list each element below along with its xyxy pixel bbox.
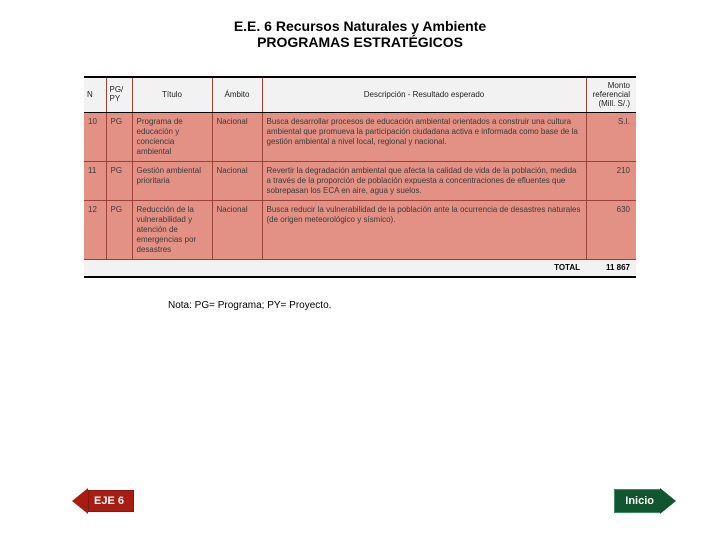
arrow-left-icon <box>72 488 88 514</box>
col-pgpy: PG/ PY <box>106 77 132 113</box>
cell-pgpy: PG <box>106 113 132 162</box>
cell-descripcion: Revertir la degradación ambiental que af… <box>262 162 586 201</box>
programs-table: N PG/ PY Título Ámbito Descripción - Res… <box>84 76 636 278</box>
cell-ambito: Nacional <box>212 113 262 162</box>
cell-ambito: Nacional <box>212 162 262 201</box>
arrow-right-icon <box>660 488 676 514</box>
col-num: N <box>84 77 106 113</box>
cell-titulo: Gestión ambiental prioritaria <box>132 162 212 201</box>
col-descripcion: Descripción - Resultado esperado <box>262 77 586 113</box>
col-titulo: Título <box>132 77 212 113</box>
cell-ambito: Nacional <box>212 201 262 260</box>
col-ambito: Ámbito <box>212 77 262 113</box>
cell-pgpy: PG <box>106 162 132 201</box>
page-header: E.E. 6 Recursos Naturales y Ambiente PRO… <box>0 0 720 58</box>
cell-descripcion: Busca desarrollar procesos de educación … <box>262 113 586 162</box>
cell-descripcion: Busca reducir la vulnerabilidad de la po… <box>262 201 586 260</box>
cell-titulo: Programa de educación y conciencia ambie… <box>132 113 212 162</box>
col-monto: Monto referencial (Mill. S/.) <box>586 77 636 113</box>
back-button-label: EJE 6 <box>88 489 135 513</box>
footnote: Nota: PG= Programa; PY= Proyecto. <box>168 300 720 311</box>
table-total-row: TOTAL 11 867 <box>84 260 636 278</box>
cell-num: 12 <box>84 201 106 260</box>
inicio-home-button[interactable]: Inicio <box>614 488 676 514</box>
title-line-2: PROGRAMAS ESTRATÉGICOS <box>0 34 720 50</box>
cell-monto: 210 <box>586 162 636 201</box>
home-button-label: Inicio <box>614 489 660 513</box>
eje6-back-button[interactable]: EJE 6 <box>72 488 135 514</box>
table-row: 11 PG Gestión ambiental prioritaria Naci… <box>84 162 636 201</box>
table-header-row: N PG/ PY Título Ámbito Descripción - Res… <box>84 77 636 113</box>
cell-titulo: Reducción de la vulnerabilidad y atenció… <box>132 201 212 260</box>
title-line-1: E.E. 6 Recursos Naturales y Ambiente <box>0 18 720 34</box>
cell-pgpy: PG <box>106 201 132 260</box>
cell-monto: 630 <box>586 201 636 260</box>
cell-monto: S.I. <box>586 113 636 162</box>
table-row: 12 PG Reducción de la vulnerabilidad y a… <box>84 201 636 260</box>
cell-num: 10 <box>84 113 106 162</box>
programs-table-container: N PG/ PY Título Ámbito Descripción - Res… <box>84 76 636 278</box>
total-label: TOTAL <box>84 260 586 278</box>
table-row: 10 PG Programa de educación y conciencia… <box>84 113 636 162</box>
cell-num: 11 <box>84 162 106 201</box>
total-value: 11 867 <box>586 260 636 278</box>
